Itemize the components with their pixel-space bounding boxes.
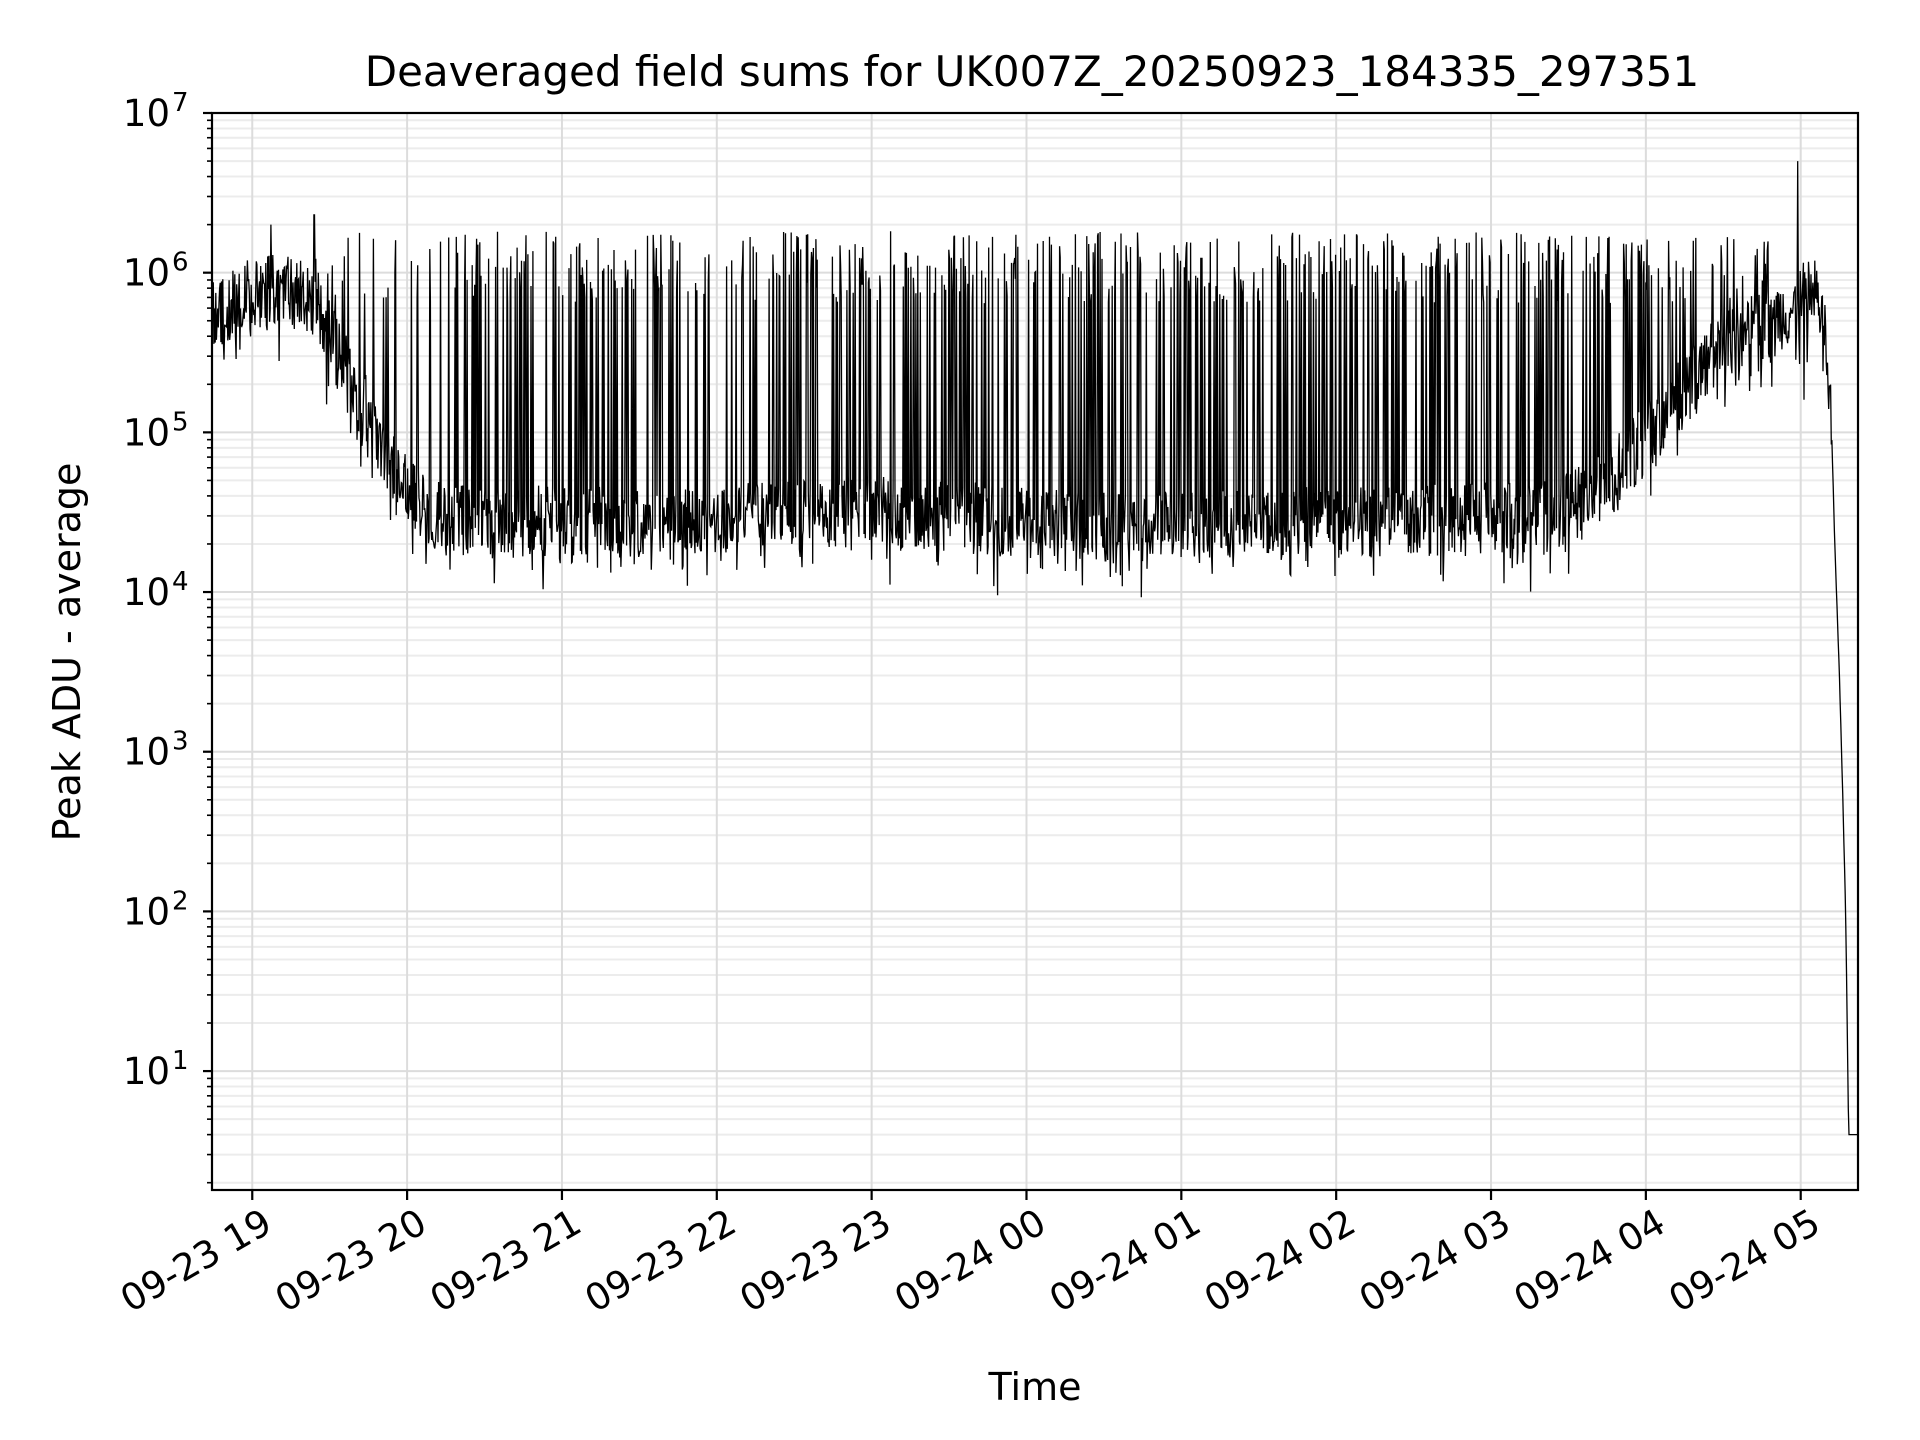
series-line — [211, 161, 1858, 1136]
y-tick-exponent: 2 — [172, 886, 189, 916]
y-tick-label: 10 — [123, 890, 170, 933]
x-tick-label: 09-23 20 — [268, 1201, 434, 1321]
y-axis-label: Peak ADU - average — [45, 463, 89, 842]
x-tick-label: 09-23 23 — [733, 1201, 899, 1321]
x-tick-label: 09-23 19 — [113, 1201, 279, 1321]
x-tick-label: 09-24 01 — [1042, 1201, 1208, 1321]
y-tick-exponent: 4 — [172, 567, 189, 597]
x-tick-label: 09-24 03 — [1352, 1201, 1518, 1321]
y-tick-label: 10 — [123, 92, 170, 135]
y-tick-exponent: 3 — [172, 727, 189, 757]
x-tick-label: 09-24 00 — [887, 1201, 1053, 1321]
y-tick-label: 10 — [123, 571, 170, 614]
chart-title: Deaveraged field sums for UK007Z_2025092… — [365, 47, 1700, 96]
x-tick-label: 09-23 21 — [423, 1201, 589, 1321]
plot-frame — [210, 111, 1860, 1192]
series-layer — [211, 161, 1858, 1136]
x-axis-label: Time — [988, 1365, 1082, 1409]
x-tick-label: 09-23 22 — [578, 1201, 744, 1321]
y-tick-label: 10 — [123, 252, 170, 295]
x-tick-label: 09-24 02 — [1197, 1201, 1363, 1321]
y-tick-label: 10 — [123, 411, 170, 454]
y-tick-exponent: 6 — [172, 248, 189, 278]
x-tick-label: 09-24 05 — [1662, 1201, 1828, 1321]
y-tick-exponent: 5 — [172, 407, 189, 437]
y-tick-exponent: 7 — [172, 88, 189, 118]
y-tick-label: 10 — [123, 1050, 170, 1093]
x-tick-label: 09-24 04 — [1507, 1201, 1673, 1321]
y-tick-exponent: 1 — [172, 1046, 189, 1076]
y-tick-label: 10 — [123, 731, 170, 774]
